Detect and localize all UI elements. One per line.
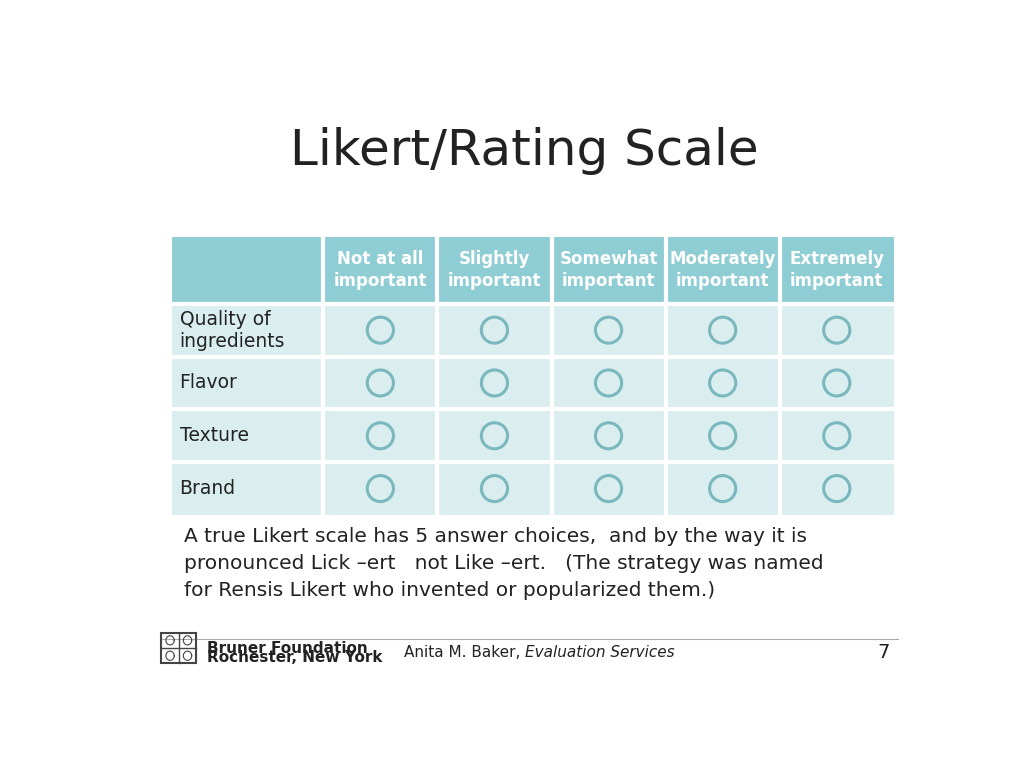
Text: Bruner Foundation: Bruner Foundation [207,641,368,656]
FancyBboxPatch shape [172,462,894,515]
Text: Anita M. Baker,: Anita M. Baker, [403,645,524,660]
Text: 7: 7 [878,644,890,662]
Text: Evaluation Services: Evaluation Services [524,645,675,660]
Text: A true Likert scale has 5 answer choices,  and by the way it is
pronounced Lick : A true Likert scale has 5 answer choices… [183,527,823,601]
Text: Extremely
important: Extremely important [790,250,885,290]
Text: Quality of
ingredients: Quality of ingredients [179,310,285,351]
Text: Likert/Rating Scale: Likert/Rating Scale [291,127,759,175]
Text: Rochester, New York: Rochester, New York [207,650,383,665]
FancyBboxPatch shape [172,304,894,356]
Text: Flavor: Flavor [179,373,238,392]
Text: Brand: Brand [179,479,236,498]
Text: Texture: Texture [179,426,249,445]
Text: Not at all
important: Not at all important [334,250,427,290]
Text: Moderately
important: Moderately important [670,250,776,290]
Text: Slightly
important: Slightly important [447,250,542,290]
FancyBboxPatch shape [172,409,894,462]
FancyBboxPatch shape [172,237,894,304]
Text: Somewhat
important: Somewhat important [559,250,657,290]
FancyBboxPatch shape [172,356,894,409]
